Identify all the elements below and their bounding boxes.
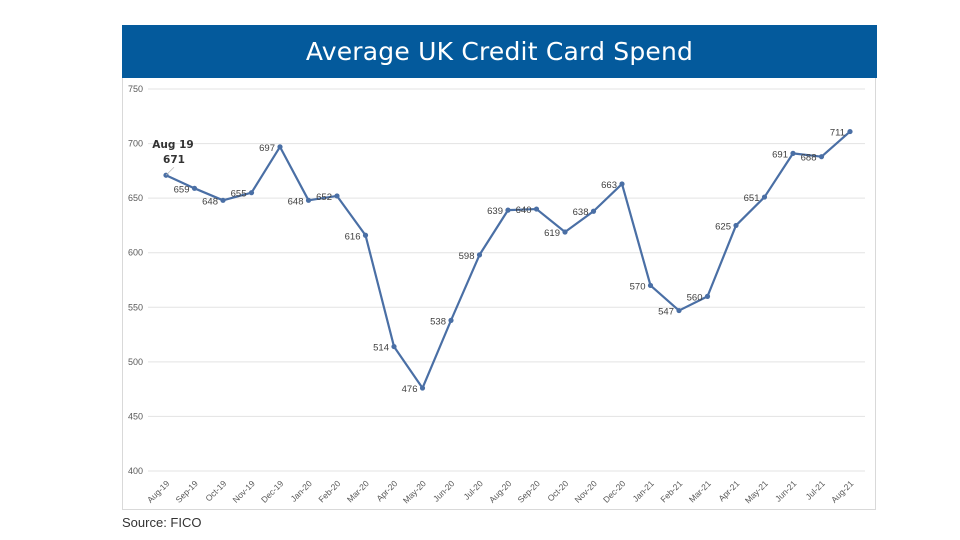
data-point bbox=[704, 293, 711, 299]
data-label: 476 bbox=[402, 384, 418, 395]
data-label: 648 bbox=[202, 196, 218, 207]
y-tick-label: 700 bbox=[128, 139, 143, 149]
data-label: 711 bbox=[830, 128, 845, 139]
data-label: 538 bbox=[430, 316, 446, 327]
data-point bbox=[191, 185, 198, 191]
x-tick-label: Oct-20 bbox=[545, 478, 570, 503]
data-point bbox=[790, 150, 796, 156]
y-tick-label: 750 bbox=[128, 84, 143, 94]
x-tick-label: Oct-19 bbox=[203, 478, 228, 503]
data-point bbox=[533, 206, 540, 212]
data-label: 659 bbox=[174, 184, 190, 195]
annotation-label-value: 671 bbox=[163, 154, 185, 166]
data-point bbox=[305, 197, 312, 203]
x-tick-label: Feb-20 bbox=[316, 478, 342, 504]
data-point bbox=[248, 190, 255, 196]
x-tick-label: Aug-20 bbox=[487, 478, 514, 505]
data-label: 691 bbox=[772, 149, 788, 160]
y-tick-label: 500 bbox=[128, 357, 143, 367]
x-tick-label: Dec-19 bbox=[259, 478, 286, 505]
source-note: Source: FICO bbox=[122, 515, 202, 530]
data-label: 652 bbox=[316, 192, 332, 203]
x-tick-label: Aug-19 bbox=[145, 478, 172, 505]
data-label: 619 bbox=[544, 228, 560, 239]
x-tick-label: Jan-20 bbox=[288, 478, 314, 504]
data-point bbox=[448, 317, 454, 323]
x-tick-label: Jul-20 bbox=[461, 478, 485, 502]
x-tick-label: Mar-20 bbox=[345, 478, 371, 504]
x-tick-label: May-20 bbox=[401, 478, 428, 505]
data-point bbox=[590, 208, 597, 214]
x-tick-label: Apr-20 bbox=[374, 478, 399, 503]
data-label: 598 bbox=[459, 251, 475, 262]
series-line bbox=[165, 130, 851, 390]
y-tick-label: 550 bbox=[128, 302, 143, 312]
data-label: 560 bbox=[687, 292, 703, 303]
x-tick-label: Apr-21 bbox=[716, 478, 741, 503]
y-tick-label: 600 bbox=[128, 248, 143, 258]
x-tick-label: Feb-21 bbox=[658, 478, 684, 504]
data-point bbox=[277, 144, 283, 150]
data-point bbox=[391, 343, 397, 350]
data-label: 639 bbox=[487, 206, 503, 217]
data-label: 638 bbox=[573, 207, 589, 218]
chart-title: Average UK Credit Card Spend bbox=[122, 25, 877, 78]
x-tick-label: Nov-19 bbox=[230, 478, 257, 505]
data-point bbox=[647, 282, 654, 289]
data-label: 688 bbox=[801, 153, 817, 164]
x-tick-label: Jul-21 bbox=[803, 478, 827, 502]
data-point bbox=[619, 181, 625, 187]
y-tick-label: 400 bbox=[128, 466, 143, 476]
data-point bbox=[419, 385, 426, 391]
y-tick-label: 650 bbox=[128, 193, 143, 203]
x-tick-label: Dec-20 bbox=[601, 478, 628, 505]
data-label: 570 bbox=[630, 281, 646, 292]
data-point bbox=[676, 307, 682, 314]
x-tick-label: May-21 bbox=[743, 478, 770, 505]
x-tick-label: Sep-19 bbox=[173, 478, 200, 505]
x-tick-label: Jun-20 bbox=[431, 478, 457, 504]
data-label: 648 bbox=[288, 196, 304, 207]
y-tick-label: 450 bbox=[128, 411, 143, 421]
data-label: 655 bbox=[231, 189, 247, 200]
x-tick-label: Jan-21 bbox=[630, 478, 656, 504]
data-point bbox=[220, 197, 226, 203]
x-tick-label: Aug-21 bbox=[829, 478, 856, 505]
data-point bbox=[818, 154, 825, 160]
x-tick-label: Sep-20 bbox=[515, 478, 542, 505]
plot-area bbox=[122, 78, 876, 510]
data-point bbox=[505, 207, 511, 213]
data-label: 640 bbox=[516, 205, 532, 216]
x-tick-label: Nov-20 bbox=[572, 478, 599, 505]
x-tick-label: Mar-21 bbox=[687, 478, 713, 504]
annotation-label-month: Aug 19 bbox=[152, 139, 193, 151]
data-label: 651 bbox=[744, 193, 760, 204]
data-point bbox=[362, 232, 369, 238]
data-label: 514 bbox=[373, 343, 389, 354]
data-point bbox=[562, 229, 568, 235]
data-label: 616 bbox=[345, 231, 361, 242]
data-label: 663 bbox=[601, 180, 617, 191]
annotation-leader bbox=[165, 166, 175, 176]
data-label: 697 bbox=[259, 143, 275, 154]
data-label: 625 bbox=[715, 221, 731, 232]
data-point bbox=[334, 193, 340, 199]
x-tick-label: Jun-21 bbox=[773, 478, 799, 504]
data-point bbox=[761, 194, 768, 200]
data-point bbox=[476, 252, 483, 258]
data-point bbox=[847, 128, 853, 135]
data-label: 547 bbox=[658, 307, 674, 318]
data-point bbox=[733, 222, 739, 229]
